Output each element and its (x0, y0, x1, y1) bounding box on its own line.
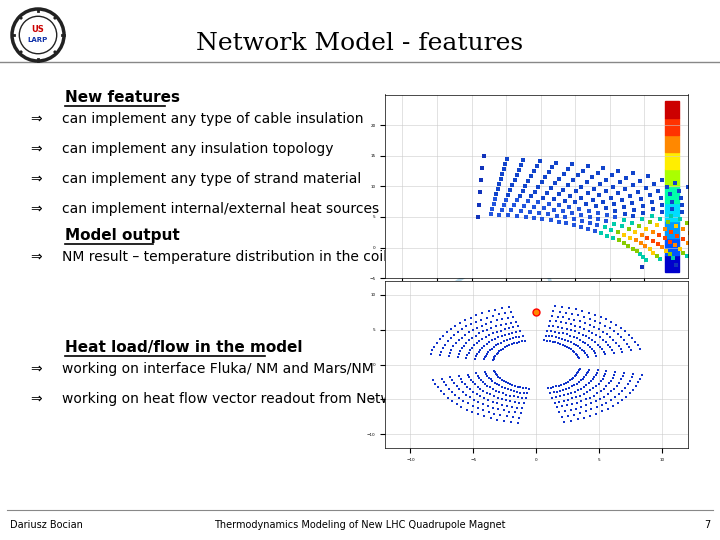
Bar (665, 204, 679, 220)
Text: working on interface Fluka/ NM and Mars/NM: working on interface Fluka/ NM and Mars/… (62, 362, 374, 376)
Text: ⇒: ⇒ (30, 142, 42, 156)
Text: NM result – temperature distribution in the coil: NM result – temperature distribution in … (62, 250, 387, 264)
Text: Dariusz Bocian: Dariusz Bocian (10, 520, 83, 530)
Bar (665, 255, 679, 272)
Circle shape (12, 9, 64, 61)
Bar (665, 186, 679, 204)
Text: can implement any type of strand material: can implement any type of strand materia… (62, 172, 361, 186)
Bar (665, 238, 679, 255)
Bar (665, 118, 679, 135)
Text: Heat load/flow in the model: Heat load/flow in the model (65, 340, 302, 355)
Text: ⇒: ⇒ (30, 172, 42, 186)
Text: Network Model - features: Network Model - features (197, 32, 523, 55)
Text: ⇒: ⇒ (30, 392, 42, 406)
Bar (665, 169, 679, 186)
Bar (665, 100, 679, 118)
Text: New features: New features (65, 90, 180, 105)
Text: ⇒: ⇒ (30, 112, 42, 126)
Bar (665, 135, 679, 152)
Text: Model output: Model output (65, 228, 180, 243)
Bar (665, 220, 679, 238)
Text: ⇒: ⇒ (30, 250, 42, 264)
Text: LARP: LARP (28, 37, 48, 43)
Bar (665, 152, 679, 169)
Text: can implement any type of cable insulation: can implement any type of cable insulati… (62, 112, 364, 126)
Text: ⇒: ⇒ (30, 362, 42, 376)
Text: 7: 7 (703, 520, 710, 530)
Text: Thermodynamics Modeling of New LHC Quadrupole Magnet: Thermodynamics Modeling of New LHC Quadr… (215, 520, 505, 530)
Text: can implement internal/external heat sources: can implement internal/external heat sou… (62, 202, 379, 216)
Text: can implement any insulation topology: can implement any insulation topology (62, 142, 333, 156)
Text: ⇒: ⇒ (30, 202, 42, 216)
Text: US: US (32, 24, 45, 33)
Text: working on heat flow vector readout from Network Model: working on heat flow vector readout from… (62, 392, 460, 406)
